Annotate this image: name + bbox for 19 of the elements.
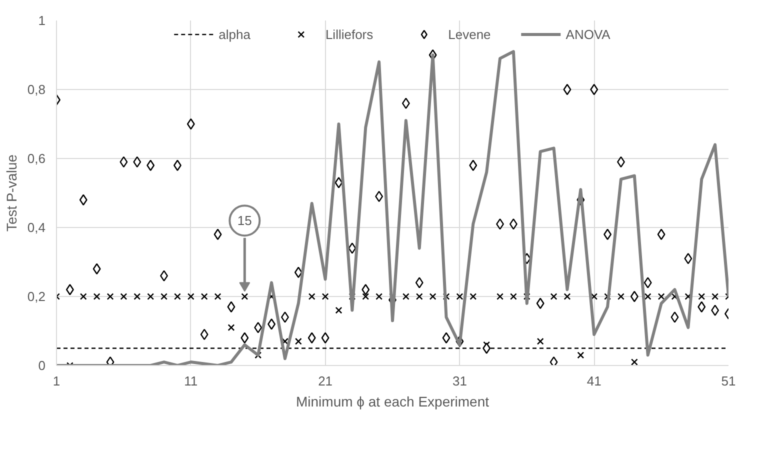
y-axis-title: Test P-value [3, 154, 20, 232]
legend-label: Lilliefors [325, 26, 374, 42]
legend-label: Levene [448, 26, 491, 42]
x-axis-title: Minimum ϕ at each Experiment [296, 394, 490, 410]
x-tick-label: 21 [318, 374, 333, 388]
y-tick-label: 0,2 [27, 289, 46, 304]
y-tick-label: 0,4 [27, 220, 46, 235]
y-tick-label: 0,8 [27, 82, 46, 97]
legend-label: ANOVA [566, 26, 610, 42]
x-tick-label: 41 [586, 374, 602, 388]
annotation: 15 [237, 213, 252, 228]
x-tick-label: 31 [452, 374, 467, 388]
y-tick-label: 0 [38, 358, 46, 373]
legend-label: alpha [218, 26, 250, 42]
x-tick-label: 1 [52, 374, 60, 388]
x-tick-label: 51 [721, 374, 736, 388]
y-tick-label: 1 [38, 13, 46, 28]
y-tick-label: 0,6 [27, 151, 46, 166]
x-tick-label: 11 [184, 374, 198, 388]
